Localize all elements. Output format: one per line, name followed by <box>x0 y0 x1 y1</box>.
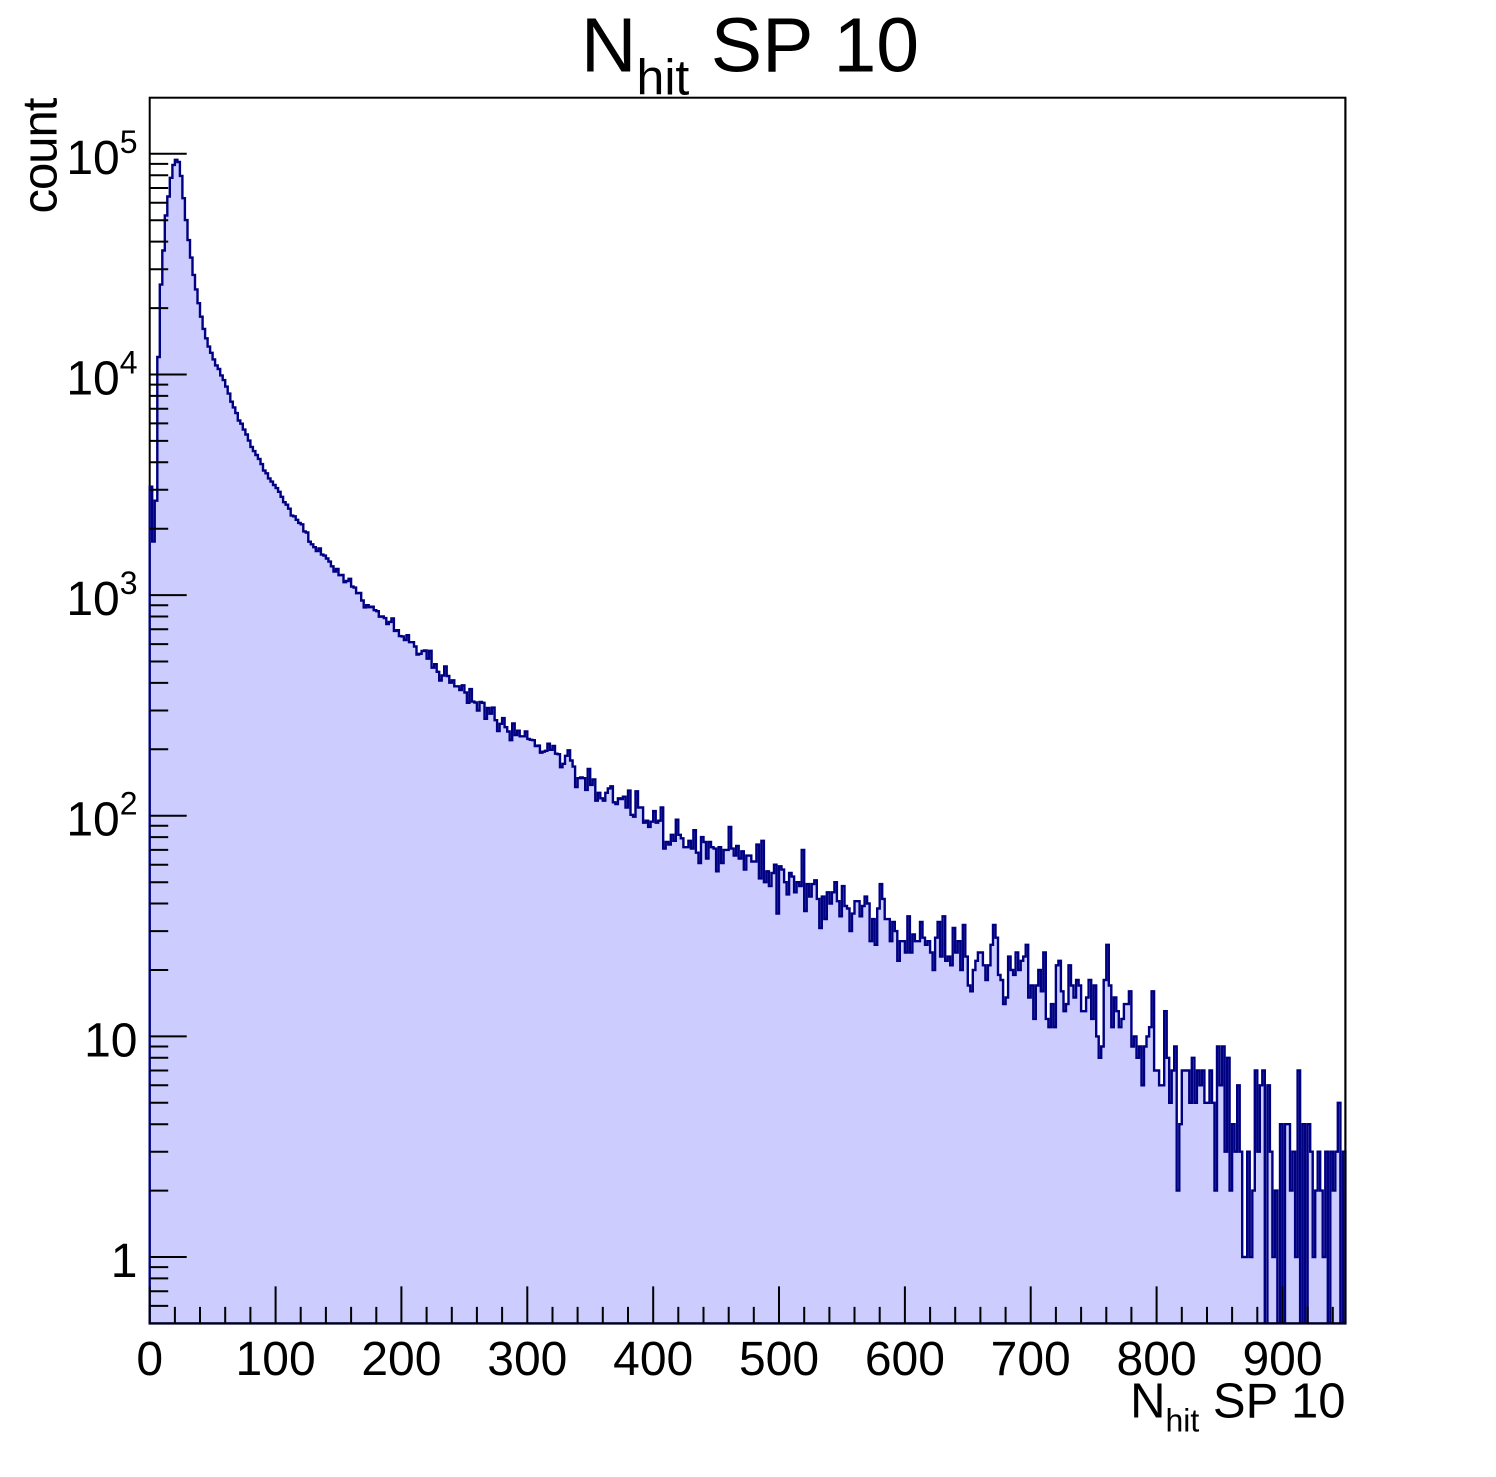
svg-text:1: 1 <box>111 1235 138 1288</box>
svg-text:600: 600 <box>865 1333 945 1386</box>
svg-text:104: 104 <box>66 345 137 406</box>
svg-text:300: 300 <box>487 1333 567 1386</box>
svg-text:Nhit SP 10: Nhit SP 10 <box>1130 1375 1345 1439</box>
svg-text:Nhit SP 10: Nhit SP 10 <box>581 3 919 106</box>
svg-text:100: 100 <box>236 1333 316 1386</box>
svg-text:800: 800 <box>1117 1333 1197 1386</box>
svg-text:105: 105 <box>66 124 137 185</box>
svg-text:400: 400 <box>613 1333 693 1386</box>
svg-text:103: 103 <box>66 565 137 626</box>
svg-text:102: 102 <box>66 786 137 847</box>
svg-text:10: 10 <box>84 1014 137 1067</box>
svg-text:200: 200 <box>361 1333 441 1386</box>
svg-text:500: 500 <box>739 1333 819 1386</box>
svg-text:700: 700 <box>991 1333 1071 1386</box>
svg-text:900: 900 <box>1242 1333 1322 1386</box>
svg-text:count: count <box>14 97 68 213</box>
svg-text:0: 0 <box>136 1333 163 1386</box>
